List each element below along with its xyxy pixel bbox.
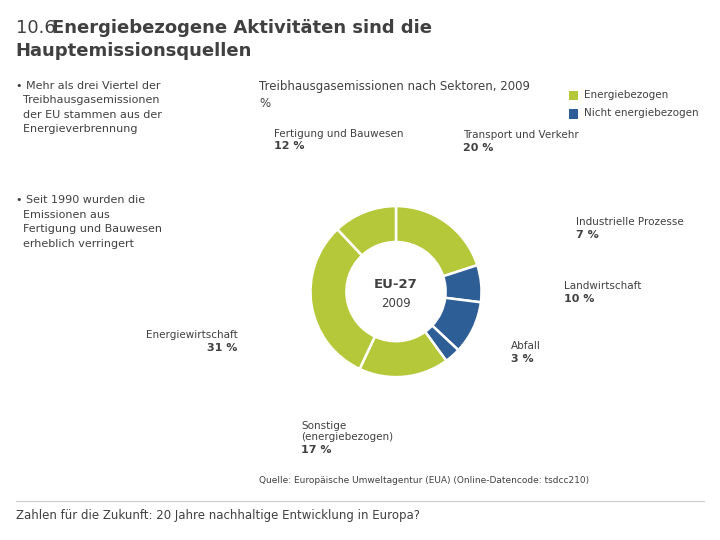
Text: Fertigung und Bauwesen: Fertigung und Bauwesen <box>274 129 403 139</box>
Text: 10 %: 10 % <box>564 294 594 304</box>
Text: Hauptemissionsquellen: Hauptemissionsquellen <box>16 42 252 59</box>
Text: 20 %: 20 % <box>463 143 493 153</box>
Text: 12 %: 12 % <box>274 141 304 152</box>
Text: 7 %: 7 % <box>576 230 599 240</box>
Text: 2009: 2009 <box>381 297 411 310</box>
Text: (energiebezogen): (energiebezogen) <box>301 432 393 442</box>
Text: Transport und Verkehr: Transport und Verkehr <box>463 130 579 140</box>
Text: 10.6: 10.6 <box>16 19 61 37</box>
Text: Zahlen für die Zukunft: 20 Jahre nachhaltige Entwicklung in Europa?: Zahlen für die Zukunft: 20 Jahre nachhal… <box>16 509 420 522</box>
Wedge shape <box>444 265 482 302</box>
Text: • Mehr als drei Viertel der
  Treibhausgasemissionen
  der EU stammen aus der
  : • Mehr als drei Viertel der Treibhausgas… <box>16 81 162 134</box>
Text: 3 %: 3 % <box>511 354 534 364</box>
Wedge shape <box>396 206 477 276</box>
Text: Energiewirtschaft: Energiewirtschaft <box>146 330 238 341</box>
Text: Abfall: Abfall <box>511 341 541 352</box>
Text: Landwirtschaft: Landwirtschaft <box>564 281 641 291</box>
Text: • Seit 1990 wurden die
  Emissionen aus
  Fertigung und Bauwesen
  erheblich ver: • Seit 1990 wurden die Emissionen aus Fe… <box>16 195 162 249</box>
Wedge shape <box>359 332 446 377</box>
Text: Energiebezogene Aktivitäten sind die: Energiebezogene Aktivitäten sind die <box>52 19 432 37</box>
Text: Energiebezogen: Energiebezogen <box>584 90 668 99</box>
Wedge shape <box>425 326 459 361</box>
Text: 17 %: 17 % <box>301 445 331 455</box>
Text: Nicht energiebezogen: Nicht energiebezogen <box>584 109 698 118</box>
Text: Quelle: Europäische Umweltagentur (EUA) (Online-Datencode: tsdcc210): Quelle: Europäische Umweltagentur (EUA) … <box>259 476 590 485</box>
Text: Sonstige: Sonstige <box>301 421 346 431</box>
Text: Industrielle Prozesse: Industrielle Prozesse <box>576 217 684 227</box>
Text: Treibhausgasemissionen nach Sektoren, 2009: Treibhausgasemissionen nach Sektoren, 20… <box>259 80 530 93</box>
Wedge shape <box>310 230 375 369</box>
Text: 31 %: 31 % <box>207 343 238 354</box>
Text: EU-27: EU-27 <box>374 278 418 291</box>
Wedge shape <box>432 298 481 350</box>
Text: %: % <box>259 97 270 110</box>
Wedge shape <box>338 206 396 255</box>
